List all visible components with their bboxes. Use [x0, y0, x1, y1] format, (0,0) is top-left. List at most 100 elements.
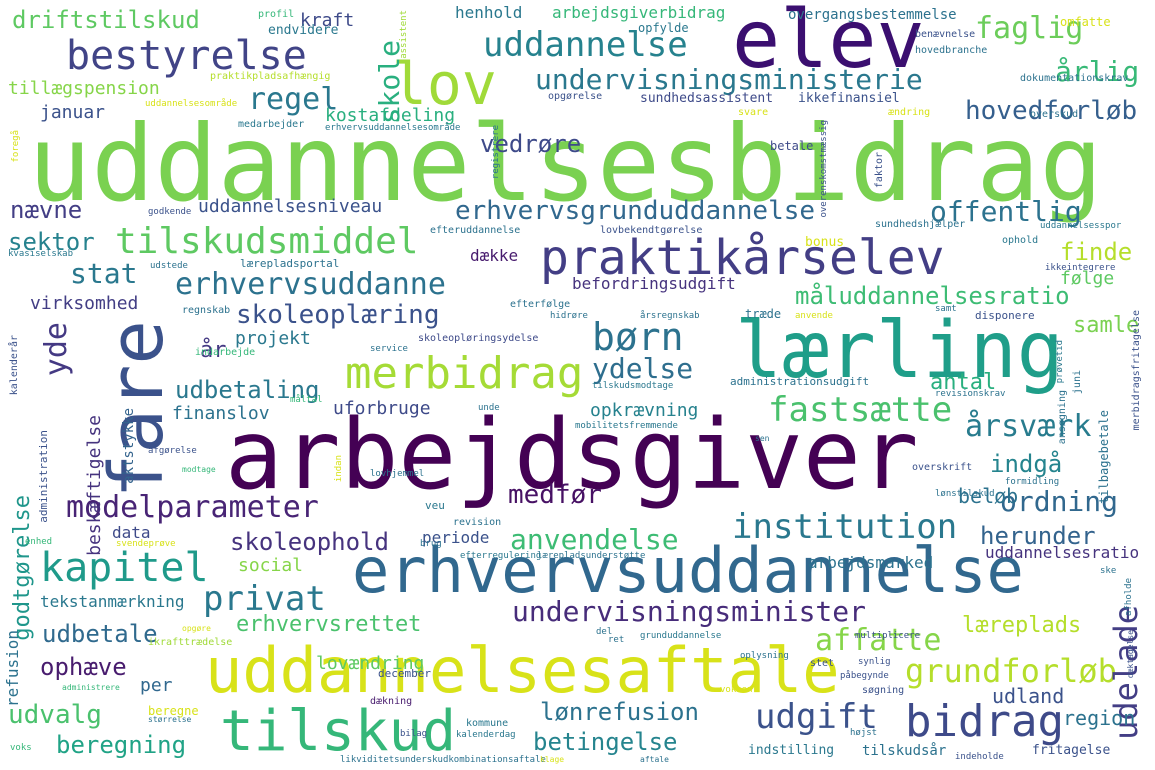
word: ydelse: [592, 352, 694, 385]
word: påbegynde: [840, 671, 889, 681]
word: benævnelse: [915, 29, 976, 40]
word: projekt: [235, 328, 311, 349]
word: praktikpladsafhængig: [210, 71, 331, 82]
word: arbejdsmarked: [808, 553, 934, 572]
word: foregå: [11, 130, 21, 163]
word: beskæftigelse: [84, 415, 105, 556]
word: synlig: [858, 657, 891, 667]
word: erhvervsuddanne: [175, 267, 446, 302]
word: følge: [1060, 268, 1115, 289]
word: tillægspension: [8, 78, 160, 99]
word: efteruddannelse: [430, 225, 521, 236]
word: kostafdeling: [325, 105, 456, 126]
word: dæktagelse: [1126, 630, 1135, 679]
word: driftstilskud: [12, 6, 200, 34]
word: stet: [810, 658, 835, 669]
word: overenskomstmæssig: [819, 120, 829, 218]
word: arbejdsgiverbidrag: [552, 3, 726, 22]
word: administrere: [62, 683, 120, 692]
word: betale: [770, 139, 814, 153]
word: formidling: [1005, 477, 1060, 487]
word: lov: [392, 50, 497, 118]
word: sundhedshjælper: [875, 219, 966, 230]
word: kapitel: [40, 545, 209, 591]
word: beløb: [958, 484, 1019, 508]
word: dokumentationskrav: [1020, 73, 1129, 84]
word: enhed: [25, 537, 53, 547]
word: per: [140, 675, 173, 696]
word: ansøgning: [1057, 390, 1068, 445]
word: højst: [850, 728, 878, 738]
word: overgangsbestemmelse: [788, 7, 957, 23]
word: godtgørelse: [10, 495, 35, 641]
word: opkrævning: [590, 400, 699, 421]
word: institution: [732, 507, 958, 547]
word: årsregnskab: [640, 311, 700, 321]
word: region: [1063, 706, 1136, 730]
word: social: [238, 555, 304, 576]
word: tilskudsmiddel: [115, 221, 419, 262]
word: ophæve: [40, 653, 127, 681]
word: registrere: [491, 125, 501, 180]
word: uddannelsesbidrag: [28, 103, 1103, 225]
word: befordringsudgift: [572, 274, 736, 293]
word: kvasiselskab: [8, 249, 74, 259]
word: bestyrelse: [66, 33, 307, 79]
word: lærepladsportal: [240, 257, 340, 270]
word: stat: [70, 257, 138, 290]
word: uddannelsesratio: [985, 543, 1140, 562]
word: finanslov: [172, 403, 270, 424]
word: virksomhed: [30, 293, 139, 314]
word: faglig: [975, 11, 1084, 46]
word: bidrag: [905, 696, 1064, 747]
word: service: [370, 344, 408, 354]
word: opgøre: [182, 624, 211, 633]
word: finde: [1060, 238, 1133, 266]
word: indstilling: [748, 743, 835, 758]
word: indan: [334, 455, 344, 483]
word: bonus: [805, 235, 845, 250]
word: ophold: [1002, 235, 1039, 246]
word: ret: [608, 635, 625, 645]
word: hidrøre: [550, 311, 588, 321]
word: anvendelse: [510, 523, 679, 556]
word: erhvervsuddannelsesområde: [325, 123, 461, 133]
word: indgå: [990, 450, 1063, 478]
word: del: [596, 627, 613, 637]
word: overskud: [1030, 109, 1079, 120]
word: kalenderår: [9, 335, 20, 396]
word: fare: [94, 320, 180, 499]
word: voksen: [720, 685, 753, 695]
word: skoleophold: [230, 528, 389, 556]
word: erhvervsgrunduddannelse: [455, 196, 816, 226]
word: årlig: [1055, 55, 1140, 88]
word: lærepladsunderstøtte: [537, 551, 646, 561]
word: privat: [203, 579, 326, 619]
word: tilskud: [220, 699, 457, 764]
word: beregne: [148, 704, 199, 718]
word: uddannelsesområde: [145, 99, 238, 109]
word: disponere: [975, 309, 1035, 322]
word: betingelse: [533, 728, 678, 756]
word: børn: [592, 315, 684, 359]
word: opfylde: [638, 21, 689, 35]
word: herunder: [980, 522, 1096, 550]
word: ikrafttrædelse: [148, 637, 233, 648]
word: affatte: [815, 623, 942, 658]
word: aftale: [640, 755, 669, 764]
word: regel: [248, 82, 339, 117]
word: faktor: [874, 152, 885, 189]
word: antal: [930, 370, 997, 395]
word: år: [200, 338, 227, 363]
word: lovændring: [316, 653, 425, 674]
word: svendeprøve: [116, 539, 176, 549]
word: udbetale: [42, 620, 158, 648]
word: beregning: [56, 731, 187, 759]
word: omfatte: [1060, 15, 1111, 29]
word: merbidrag: [345, 348, 584, 399]
word: periode: [422, 528, 490, 547]
word: refusion: [3, 630, 22, 708]
word: kalenderdag: [456, 730, 516, 740]
word: administrationsudgift: [730, 375, 870, 388]
word: elev: [732, 0, 925, 86]
